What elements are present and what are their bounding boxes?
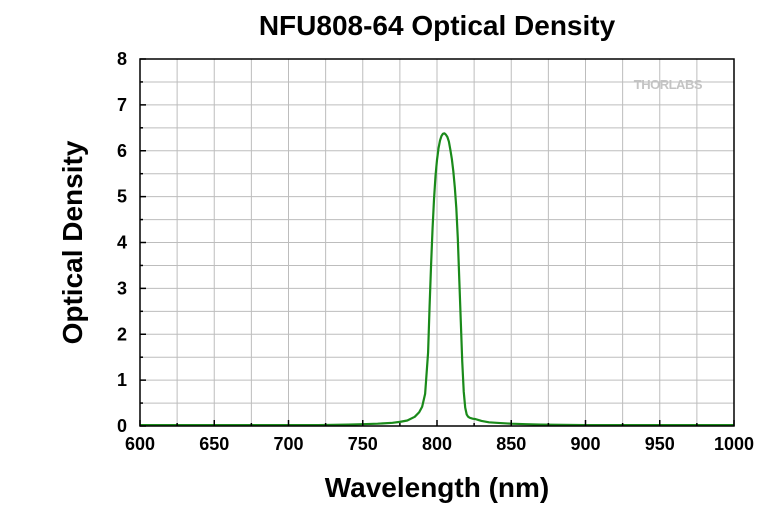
y-tick-label: 8 — [117, 49, 127, 69]
y-tick-label: 7 — [117, 95, 127, 115]
y-tick-label: 6 — [117, 141, 127, 161]
series-line-0 — [140, 132, 734, 427]
series-layer — [140, 132, 734, 427]
x-tick-label: 600 — [125, 434, 155, 454]
x-tick-label: 800 — [422, 434, 452, 454]
x-tick-label: 900 — [570, 434, 600, 454]
grid — [140, 59, 734, 426]
x-tick-label: 1000 — [714, 434, 754, 454]
y-tick-label: 4 — [117, 233, 127, 253]
chart-title: NFU808-64 Optical Density — [258, 10, 616, 41]
x-tick-label: 750 — [348, 434, 378, 454]
y-axis-label: Optical Density — [57, 140, 88, 344]
x-tick-label: 950 — [645, 434, 675, 454]
x-axis-label: Wavelength (nm) — [325, 472, 550, 503]
y-tick-labels: 0 1 2 3 4 5 6 7 8 — [117, 49, 127, 436]
x-tick-labels: 600 650 700 750 800 850 900 950 1000 — [125, 434, 754, 454]
x-tick-label: 650 — [199, 434, 229, 454]
y-tick-label: 2 — [117, 324, 127, 344]
thorlabs-watermark: THORLABS — [634, 77, 703, 92]
y-tick-label: 5 — [117, 187, 127, 207]
y-tick-label: 3 — [117, 278, 127, 298]
y-tick-label: 1 — [117, 370, 127, 390]
x-tick-label: 700 — [273, 434, 303, 454]
axis-ticks — [139, 58, 735, 427]
y-tick-label: 0 — [117, 416, 127, 436]
x-tick-label: 850 — [496, 434, 526, 454]
